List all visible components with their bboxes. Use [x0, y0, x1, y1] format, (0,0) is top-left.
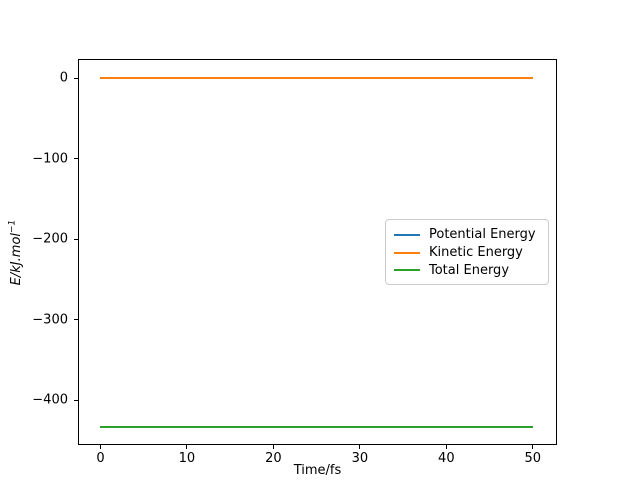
- potential-energy-line-sample: [394, 233, 420, 236]
- x-tick-label: 40: [438, 451, 455, 466]
- y-axis-label-exponent: −1: [7, 219, 18, 233]
- y-tick-label: −400: [32, 392, 68, 408]
- x-tick: [99, 445, 101, 449]
- legend-item-potential-energy: Potential Energy: [394, 226, 540, 244]
- legend-label: Total Energy: [429, 262, 510, 278]
- x-tick: [186, 445, 188, 449]
- y-axis-label: E/kJ.mol−1: [8, 153, 25, 353]
- y-tick-label: −300: [32, 312, 68, 328]
- x-tick: [532, 445, 534, 449]
- x-tick-label: 0: [96, 451, 105, 466]
- legend: Potential Energy Kinetic Energy Total En…: [385, 219, 549, 285]
- y-tick: [74, 238, 78, 240]
- x-tick: [272, 445, 274, 449]
- x-tick-label: 20: [265, 451, 282, 466]
- legend-item-kinetic-energy: Kinetic Energy: [394, 244, 540, 262]
- y-tick-label: −100: [32, 151, 68, 167]
- x-tick-label: 30: [351, 451, 369, 466]
- kinetic-energy-line-sample: [394, 251, 420, 254]
- legend-label: Kinetic Energy: [429, 245, 523, 260]
- y-tick: [74, 77, 78, 79]
- y-tick-label: −200: [32, 231, 68, 247]
- y-tick: [74, 158, 78, 160]
- x-tick: [359, 445, 361, 449]
- legend-label: Potential Energy: [429, 227, 536, 243]
- y-tick: [74, 319, 78, 321]
- x-tick-label: 50: [524, 451, 542, 466]
- y-tick-label: 0: [59, 70, 68, 86]
- total-energy-line-sample: [394, 269, 420, 272]
- total-energy-line: [100, 426, 533, 429]
- x-axis-label: Time/fs: [293, 463, 342, 478]
- y-tick: [74, 399, 78, 401]
- y-axis-label-base: E/kJ.mol: [8, 232, 24, 286]
- x-tick-label: 10: [178, 451, 196, 466]
- legend-item-total-energy: Total Energy: [394, 261, 540, 279]
- kinetic-energy-line: [100, 77, 533, 80]
- x-tick: [445, 445, 447, 449]
